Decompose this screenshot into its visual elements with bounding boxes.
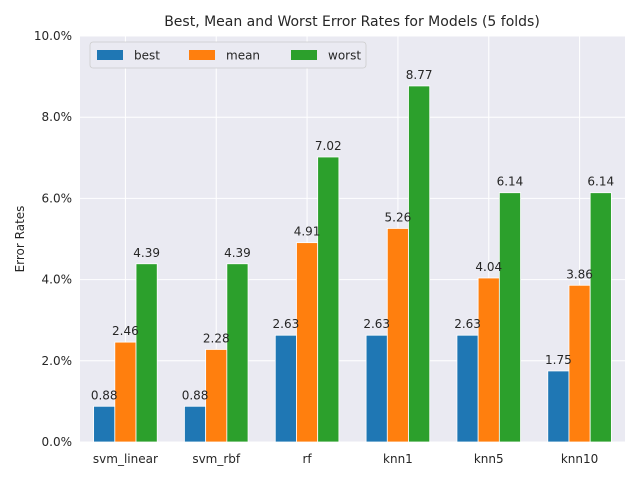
bar-mean-svm_linear	[114, 341, 137, 443]
data-label-worst-svm_rbf: 4.39	[224, 246, 251, 260]
data-label-mean-knn10: 3.86	[566, 267, 593, 281]
bar-worst-svm_rbf	[226, 263, 249, 443]
y-tick-label: 8.0%	[42, 110, 73, 124]
y-tick-label: 2.0%	[42, 354, 73, 368]
data-label-worst-svm_linear: 4.39	[133, 246, 160, 260]
legend: best mean worst	[89, 41, 367, 69]
bar-mean-knn5	[477, 277, 500, 443]
data-labels: 0.88 0.88 2.63 2.63 2.63 1.75 2.46 2.28 4.91 5.26…	[91, 68, 614, 402]
bars	[93, 85, 612, 443]
data-label-mean-rf: 4.91	[294, 225, 321, 239]
data-label-mean-knn5: 4.04	[475, 260, 502, 274]
bar-best-knn5	[456, 334, 479, 443]
bar-worst-knn10	[589, 192, 612, 443]
bar-best-svm_linear	[93, 405, 116, 443]
data-label-best-svm_linear: 0.88	[91, 388, 118, 402]
data-label-best-knn5: 2.63	[454, 317, 481, 331]
x-tick-label: svm_linear	[93, 452, 158, 466]
y-tick-label: 0.0%	[42, 435, 73, 449]
y-axis-label: Error Rates	[13, 206, 27, 273]
data-label-best-rf: 2.63	[273, 317, 300, 331]
bar-mean-svm_rbf	[205, 349, 228, 443]
bar-best-svm_rbf	[184, 405, 207, 443]
data-label-worst-knn10: 6.14	[587, 175, 614, 189]
legend-box	[89, 41, 367, 69]
data-label-best-svm_rbf: 0.88	[182, 388, 209, 402]
data-label-mean-knn1: 5.26	[385, 210, 412, 224]
bar-worst-knn1	[408, 85, 431, 443]
y-tick-label: 6.0%	[42, 191, 73, 205]
data-label-mean-svm_linear: 2.46	[112, 324, 139, 338]
legend-swatch-mean	[189, 50, 215, 60]
data-label-best-knn1: 2.63	[363, 317, 390, 331]
bar-worst-knn5	[498, 192, 521, 443]
y-tick-label: 10.0%	[34, 29, 72, 43]
chart-title: Best, Mean and Worst Error Rates for Mod…	[164, 14, 540, 30]
y-tick-label: 4.0%	[42, 273, 73, 287]
y-axis-ticks: 0.0% 2.0% 4.0% 6.0% 8.0% 10.0%	[34, 29, 72, 449]
legend-swatch-best	[97, 50, 123, 60]
x-tick-label: knn10	[561, 452, 598, 466]
bar-worst-svm_linear	[135, 263, 158, 443]
legend-swatch-worst	[291, 50, 317, 60]
bar-best-knn1	[365, 334, 388, 443]
x-tick-label: knn1	[383, 452, 413, 466]
bar-mean-knn1	[386, 228, 409, 443]
data-label-worst-knn1: 8.77	[406, 68, 433, 82]
x-tick-label: rf	[302, 452, 312, 466]
bar-best-rf	[274, 334, 297, 443]
bar-mean-knn10	[568, 284, 591, 443]
data-label-best-knn10: 1.75	[545, 353, 572, 367]
legend-label-best: best	[134, 49, 160, 63]
data-label-worst-knn5: 6.14	[497, 175, 524, 189]
bar-worst-rf	[317, 156, 340, 443]
x-tick-label: svm_rbf	[192, 452, 241, 466]
legend-label-worst: worst	[328, 49, 361, 63]
bar-best-knn10	[547, 370, 570, 443]
legend-label-mean: mean	[226, 49, 260, 63]
bar-mean-rf	[296, 242, 319, 443]
x-axis-ticks: svm_linear svm_rbf rf knn1 knn5 knn10	[93, 452, 598, 466]
plot-area	[80, 36, 625, 442]
x-tick-label: knn5	[474, 452, 504, 466]
data-label-mean-svm_rbf: 2.28	[203, 331, 230, 345]
data-label-worst-rf: 7.02	[315, 139, 342, 153]
